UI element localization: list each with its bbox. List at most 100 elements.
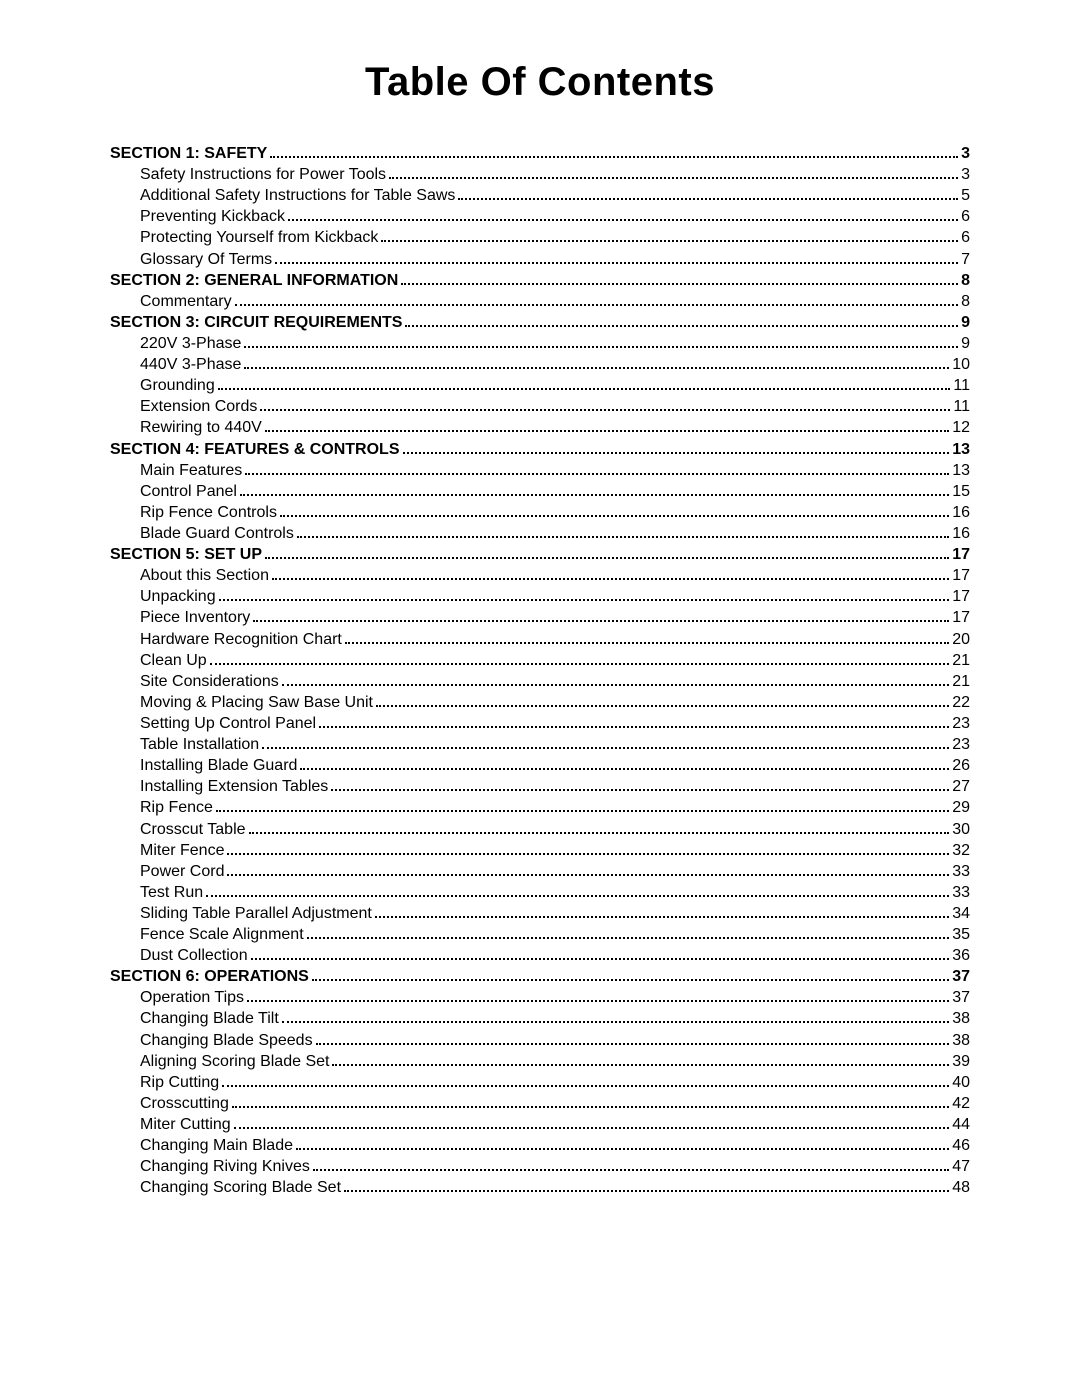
- toc-leader-dots: [405, 325, 958, 327]
- toc-entry-label: SECTION 2: GENERAL INFORMATION: [110, 270, 398, 291]
- toc-item-row: Installing Extension Tables 27: [110, 776, 970, 797]
- toc-item-row: 220V 3-Phase 9: [110, 333, 970, 354]
- toc-item-row: Operation Tips 37: [110, 987, 970, 1008]
- toc-entry-label: Dust Collection: [140, 945, 248, 966]
- toc-entry-page: 38: [952, 1008, 970, 1029]
- toc-leader-dots: [219, 599, 950, 601]
- toc-entry-label: Power Cord: [140, 861, 224, 882]
- toc-leader-dots: [235, 304, 959, 306]
- toc-leader-dots: [260, 409, 950, 411]
- toc-section-row: SECTION 6: OPERATIONS37: [110, 966, 970, 987]
- toc-item-row: Miter Cutting44: [110, 1114, 970, 1135]
- toc-entry-label: Changing Blade Tilt: [140, 1008, 279, 1029]
- toc-entry-page: 26: [952, 755, 970, 776]
- toc-item-row: Moving & Placing Saw Base Unit 22: [110, 692, 970, 713]
- toc-entry-page: 16: [952, 502, 970, 523]
- toc-leader-dots: [222, 1085, 949, 1087]
- toc-item-row: Changing Blade Tilt 38: [110, 1008, 970, 1029]
- toc-item-row: Main Features 13: [110, 460, 970, 481]
- toc-entry-page: 21: [952, 671, 970, 692]
- toc-item-row: Rip Fence Controls 16: [110, 502, 970, 523]
- toc-item-row: Fence Scale Alignment 35: [110, 924, 970, 945]
- toc-item-row: Installing Blade Guard 26: [110, 755, 970, 776]
- toc-leader-dots: [253, 620, 949, 622]
- toc-entry-page: 38: [952, 1030, 970, 1051]
- toc-item-row: Changing Main Blade46: [110, 1135, 970, 1156]
- table-of-contents: SECTION 1: SAFETY3Safety Instructions fo…: [110, 143, 970, 1198]
- toc-leader-dots: [218, 388, 951, 390]
- toc-item-row: Changing Blade Speeds 38: [110, 1030, 970, 1051]
- toc-item-row: Setting Up Control Panel 23: [110, 713, 970, 734]
- toc-entry-page: 23: [952, 734, 970, 755]
- toc-item-row: Clean Up 21: [110, 650, 970, 671]
- toc-entry-page: 15: [952, 481, 970, 502]
- toc-leader-dots: [403, 452, 950, 454]
- toc-entry-page: 5: [961, 185, 970, 206]
- toc-entry-label: Test Run: [140, 882, 203, 903]
- toc-entry-label: Preventing Kickback: [140, 206, 285, 227]
- toc-item-row: Commentary8: [110, 291, 970, 312]
- toc-leader-dots: [249, 832, 950, 834]
- toc-entry-label: Rewiring to 440V: [140, 417, 262, 438]
- toc-leader-dots: [389, 177, 958, 179]
- toc-section-row: SECTION 2: GENERAL INFORMATION8: [110, 270, 970, 291]
- toc-item-row: Blade Guard Controls16: [110, 523, 970, 544]
- toc-item-row: Grounding11: [110, 375, 970, 396]
- toc-entry-page: 44: [952, 1114, 970, 1135]
- toc-item-row: Sliding Table Parallel Adjustment 34: [110, 903, 970, 924]
- toc-entry-page: 42: [952, 1093, 970, 1114]
- toc-leader-dots: [282, 684, 949, 686]
- toc-entry-label: Changing Blade Speeds: [140, 1030, 313, 1051]
- toc-entry-label: Moving & Placing Saw Base Unit: [140, 692, 373, 713]
- toc-entry-label: Commentary: [140, 291, 232, 312]
- toc-item-row: Miter Fence 32: [110, 840, 970, 861]
- toc-entry-page: 9: [961, 333, 970, 354]
- toc-item-row: Dust Collection 36: [110, 945, 970, 966]
- toc-entry-page: 32: [952, 840, 970, 861]
- toc-item-row: Changing Scoring Blade Set 48: [110, 1177, 970, 1198]
- toc-entry-page: 20: [952, 629, 970, 650]
- toc-entry-page: 7: [961, 249, 970, 270]
- toc-leader-dots: [280, 515, 949, 517]
- toc-entry-page: 27: [952, 776, 970, 797]
- toc-entry-page: 3: [961, 143, 970, 164]
- toc-leader-dots: [376, 705, 949, 707]
- toc-leader-dots: [316, 1043, 950, 1045]
- toc-entry-label: Operation Tips: [140, 987, 244, 1008]
- toc-leader-dots: [375, 916, 949, 918]
- toc-entry-page: 36: [952, 945, 970, 966]
- toc-item-row: Rip Cutting 40: [110, 1072, 970, 1093]
- toc-entry-page: 3: [961, 164, 970, 185]
- toc-entry-page: 46: [952, 1135, 970, 1156]
- toc-leader-dots: [332, 1064, 949, 1066]
- toc-leader-dots: [210, 663, 950, 665]
- toc-entry-page: 33: [952, 882, 970, 903]
- toc-entry-label: Piece Inventory: [140, 607, 250, 628]
- toc-entry-page: 34: [952, 903, 970, 924]
- toc-leader-dots: [331, 789, 949, 791]
- toc-entry-page: 6: [961, 227, 970, 248]
- toc-entry-page: 12: [952, 417, 970, 438]
- toc-item-row: Additional Safety Instructions for Table…: [110, 185, 970, 206]
- toc-leader-dots: [234, 1127, 950, 1129]
- toc-entry-page: 35: [952, 924, 970, 945]
- toc-leader-dots: [297, 536, 949, 538]
- toc-item-row: Aligning Scoring Blade Set 39: [110, 1051, 970, 1072]
- toc-leader-dots: [270, 156, 958, 158]
- toc-leader-dots: [275, 262, 958, 264]
- toc-leader-dots: [216, 810, 949, 812]
- toc-leader-dots: [344, 1190, 949, 1192]
- toc-leader-dots: [307, 937, 950, 939]
- toc-entry-label: 440V 3-Phase: [140, 354, 241, 375]
- toc-item-row: Rip Fence29: [110, 797, 970, 818]
- toc-item-row: Piece Inventory 17: [110, 607, 970, 628]
- toc-entry-page: 17: [952, 544, 970, 565]
- toc-item-row: Test Run 33: [110, 882, 970, 903]
- toc-section-row: SECTION 4: FEATURES & CONTROLS13: [110, 439, 970, 460]
- toc-entry-label: Hardware Recognition Chart: [140, 629, 342, 650]
- toc-leader-dots: [251, 958, 950, 960]
- toc-leader-dots: [240, 494, 949, 496]
- toc-entry-label: Sliding Table Parallel Adjustment: [140, 903, 372, 924]
- toc-leader-dots: [313, 1169, 949, 1171]
- page-title: Table Of Contents: [110, 60, 970, 105]
